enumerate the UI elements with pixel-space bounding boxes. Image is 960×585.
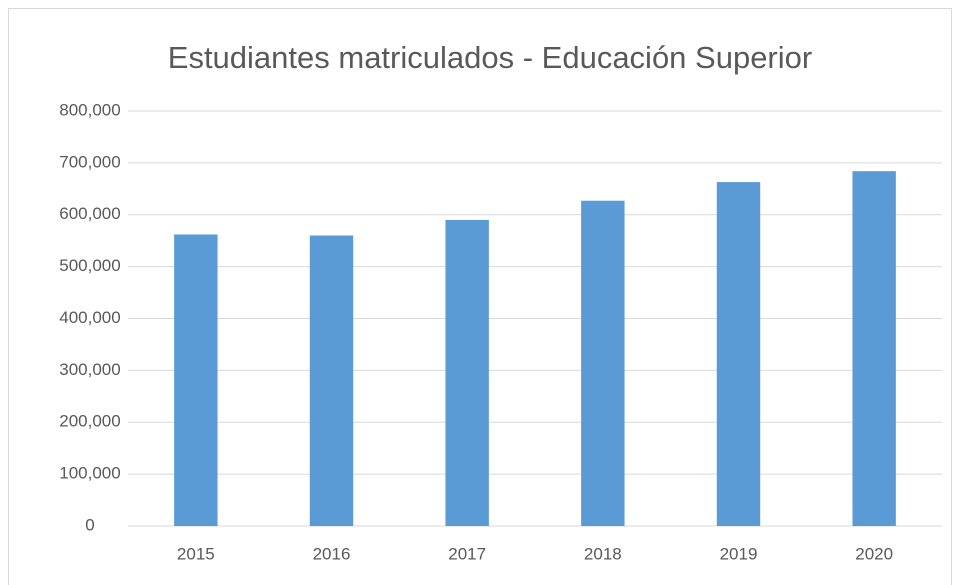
x-tick-label: 2020 xyxy=(855,544,893,563)
bar xyxy=(309,235,354,526)
y-tick-label: 600,000 xyxy=(59,204,120,223)
y-tick-label: 800,000 xyxy=(59,100,120,119)
y-tick-label: 200,000 xyxy=(59,412,120,431)
y-tick-label: 500,000 xyxy=(59,256,120,275)
y-tick-label: 0 xyxy=(85,515,94,534)
y-tick-label: 700,000 xyxy=(59,152,120,171)
y-tick-label: 400,000 xyxy=(59,308,120,327)
x-tick-label: 2018 xyxy=(584,544,622,563)
x-tick-label: 2015 xyxy=(177,544,215,563)
x-tick-label: 2019 xyxy=(720,544,758,563)
bar xyxy=(174,234,218,526)
y-tick-label: 100,000 xyxy=(59,464,120,483)
x-tick-label: 2017 xyxy=(448,544,486,563)
x-tick-label: 2016 xyxy=(313,544,351,563)
bar xyxy=(852,171,896,527)
bar xyxy=(445,219,489,526)
bar xyxy=(716,182,761,526)
y-tick-label: 300,000 xyxy=(59,360,120,379)
bar xyxy=(581,200,625,526)
chart-title: Estudiantes matriculados - Educación Sup… xyxy=(168,40,812,75)
